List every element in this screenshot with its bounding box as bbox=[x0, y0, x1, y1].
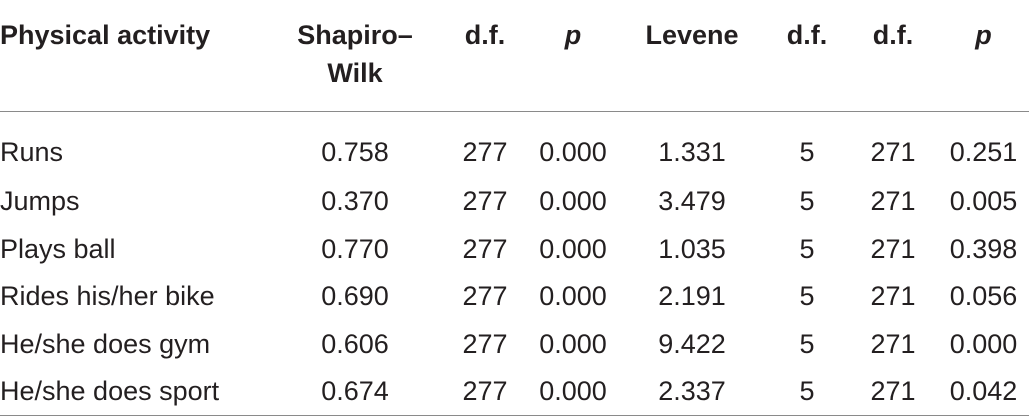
header-df-2: d.f. bbox=[786, 20, 828, 50]
table-row: Runs 0.758 277 0.000 1.331 5 271 0.251 bbox=[0, 111, 1029, 178]
cell-p-1: 0.000 bbox=[539, 376, 607, 406]
cell-p-2: 0.005 bbox=[949, 186, 1018, 217]
table-row: Jumps 0.370 277 0.000 3.479 5 271 0.005 bbox=[0, 178, 1029, 226]
cell-p-2: 0.042 bbox=[949, 376, 1018, 406]
cell-df-1: 277 bbox=[462, 328, 508, 359]
cell-p-1: 0.000 bbox=[539, 328, 607, 359]
cell-shapiro-wilk: 0.606 bbox=[321, 328, 389, 359]
cell-p-2: 0.000 bbox=[949, 328, 1018, 359]
cell-p-1: 0.000 bbox=[539, 186, 607, 217]
cell-df-1: 277 bbox=[462, 186, 508, 217]
cell-df-3: 271 bbox=[870, 328, 916, 359]
table-row: Rides his/her bike 0.690 277 0.000 2.191… bbox=[0, 273, 1029, 321]
table-row: Plays ball 0.770 277 0.000 1.035 5 271 0… bbox=[0, 226, 1029, 274]
cell-df-2: 5 bbox=[799, 186, 815, 217]
cell-p-2: 0.398 bbox=[949, 233, 1018, 264]
cell-df-3: 271 bbox=[870, 281, 916, 312]
cell-df-1: 277 bbox=[462, 376, 508, 406]
cell-p-1: 0.000 bbox=[539, 281, 607, 312]
cell-levene: 1.331 bbox=[658, 137, 726, 168]
table-row: He/she does gym 0.606 277 0.000 9.422 5 … bbox=[0, 321, 1029, 369]
cell-activity: Plays ball bbox=[0, 233, 116, 264]
cell-df-2: 5 bbox=[799, 137, 815, 168]
table-body: Runs 0.758 277 0.000 1.331 5 271 0.251 J… bbox=[0, 111, 1029, 416]
cell-df-2: 5 bbox=[799, 376, 815, 406]
cell-df-3: 271 bbox=[870, 137, 916, 168]
cell-df-2: 5 bbox=[799, 328, 815, 359]
cell-activity: Jumps bbox=[0, 186, 80, 217]
cell-df-1: 277 bbox=[462, 281, 508, 312]
cell-shapiro-wilk: 0.690 bbox=[321, 281, 389, 312]
cell-df-1: 277 bbox=[462, 137, 508, 168]
cell-shapiro-wilk: 0.770 bbox=[321, 233, 389, 264]
cell-p-1: 0.000 bbox=[539, 137, 607, 168]
cell-activity: Rides his/her bike bbox=[0, 281, 215, 312]
cell-df-2: 5 bbox=[799, 281, 815, 312]
header-df-3: d.f. bbox=[872, 20, 914, 50]
header-shapiro-wilk-label: Shapiro– Wilk bbox=[297, 20, 413, 88]
cell-df-3: 271 bbox=[870, 186, 916, 217]
cell-df-3: 271 bbox=[870, 233, 916, 264]
cell-activity: Runs bbox=[0, 137, 64, 168]
cell-p-2: 0.251 bbox=[949, 137, 1018, 168]
table-header: Physical activity Shapiro– Wilk d.f. p L… bbox=[0, 0, 1029, 111]
cell-activity: He/she does sport bbox=[0, 376, 220, 406]
cell-shapiro-wilk: 0.758 bbox=[321, 137, 389, 168]
header-shapiro-wilk: Shapiro– Wilk bbox=[268, 0, 442, 111]
header-row: Physical activity Shapiro– Wilk d.f. p L… bbox=[0, 0, 1029, 111]
cell-levene: 9.422 bbox=[658, 328, 726, 359]
cell-shapiro-wilk: 0.370 bbox=[321, 186, 389, 217]
header-p-1: p bbox=[564, 20, 582, 50]
header-levene: Levene bbox=[645, 20, 739, 50]
cell-p-2: 0.056 bbox=[949, 281, 1018, 312]
cell-levene: 2.191 bbox=[658, 281, 726, 312]
cell-df-3: 271 bbox=[870, 376, 916, 406]
cell-df-2: 5 bbox=[799, 233, 815, 264]
cell-activity: He/she does gym bbox=[0, 328, 211, 359]
table-row: He/she does sport 0.674 277 0.000 2.337 … bbox=[0, 368, 1029, 416]
cell-df-1: 277 bbox=[462, 233, 508, 264]
header-df-1: d.f. bbox=[464, 20, 506, 50]
cell-shapiro-wilk: 0.674 bbox=[321, 376, 389, 406]
cell-levene: 3.479 bbox=[658, 186, 726, 217]
header-physical-activity: Physical activity bbox=[0, 20, 211, 50]
cell-p-1: 0.000 bbox=[539, 233, 607, 264]
cell-levene: 2.337 bbox=[658, 376, 726, 406]
header-p-2: p bbox=[975, 20, 992, 50]
cell-levene: 1.035 bbox=[658, 233, 726, 264]
